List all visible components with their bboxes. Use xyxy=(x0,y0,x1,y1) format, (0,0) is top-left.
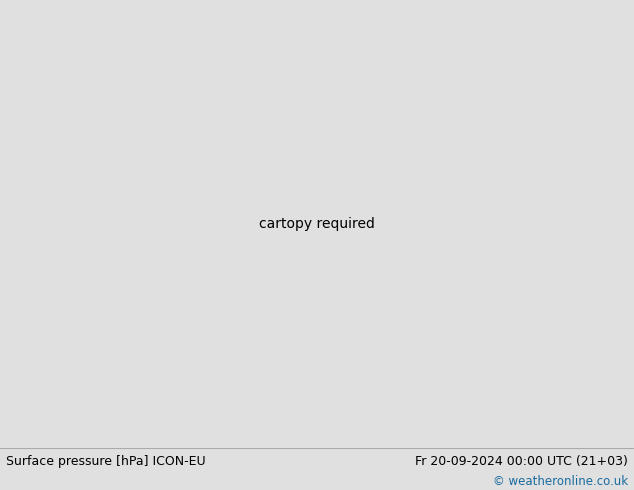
Text: Fr 20-09-2024 00:00 UTC (21+03): Fr 20-09-2024 00:00 UTC (21+03) xyxy=(415,455,628,468)
Text: © weatheronline.co.uk: © weatheronline.co.uk xyxy=(493,475,628,488)
Text: cartopy required: cartopy required xyxy=(259,217,375,231)
Text: Surface pressure [hPa] ICON-EU: Surface pressure [hPa] ICON-EU xyxy=(6,455,206,468)
